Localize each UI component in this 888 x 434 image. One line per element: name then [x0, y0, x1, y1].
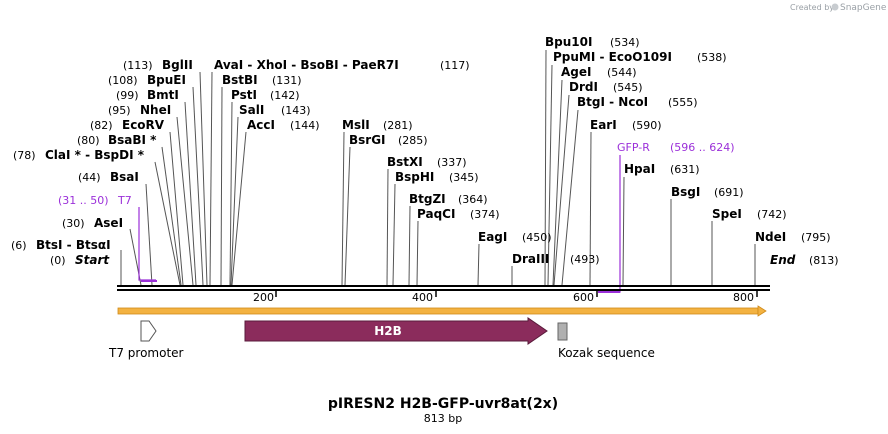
site-bmti[interactable]: BmtI — [147, 88, 179, 102]
site-bsai[interactable]: BsaI — [110, 170, 139, 184]
site-btsi[interactable]: BtsI - BtsαI — [36, 238, 111, 252]
site-psti[interactable]: PstI — [231, 88, 257, 102]
site-hpai-pos: (631) — [670, 163, 700, 176]
site-eari-pos: (590) — [632, 119, 662, 132]
site-sali[interactable]: SalI — [239, 103, 264, 117]
ruler-label-200: 200 — [253, 291, 274, 304]
site-drdi[interactable]: DrdI — [569, 80, 598, 94]
site-bpuei-pos: (108) — [108, 74, 138, 87]
site-bsgi[interactable]: BsgI — [671, 185, 700, 199]
site-agei-pos: (544) — [607, 66, 637, 79]
primer-t7-pos: (31 .. 50) — [58, 194, 109, 207]
site-avai-pos: (117) — [440, 59, 470, 72]
site-spei-pos: (742) — [757, 208, 787, 221]
brand-name: SnapGene — [840, 3, 887, 13]
site-bsrgi[interactable]: BsrGI — [349, 133, 386, 147]
site-bsabi[interactable]: BsaBI * — [108, 133, 157, 147]
site-avai[interactable]: AvaI - XhoI - BsoBI - PaeR7I — [214, 58, 399, 72]
site-draiii[interactable]: DraIII — [512, 252, 549, 266]
backbone-feature-arrowhead — [757, 305, 767, 317]
h2b-label: H2B — [374, 324, 402, 338]
end-pos: (813) — [809, 254, 839, 267]
map-length: 813 bp — [424, 412, 462, 425]
site-ndei[interactable]: NdeI — [755, 230, 786, 244]
primer-gfp-r-pos: (596 .. 624) — [670, 141, 735, 154]
t7-promoter-arrow[interactable] — [140, 320, 157, 342]
ruler-label-600: 600 — [573, 291, 594, 304]
site-bsrgi-pos: (285) — [398, 134, 428, 147]
site-bglii-pos: (113) — [123, 59, 153, 72]
site-bmti-pos: (99) — [116, 89, 139, 102]
site-eari[interactable]: EarI — [590, 118, 617, 132]
start-label: Start — [75, 253, 110, 267]
site-bsabi-pos: (80) — [77, 134, 100, 147]
primer-gfp-r[interactable]: GFP-R — [617, 141, 650, 154]
primer-t7[interactable]: T7 — [117, 194, 132, 207]
site-bsphi-pos: (345) — [449, 171, 479, 184]
created-by-text: Created by — [790, 3, 834, 12]
site-drdi-pos: (545) — [613, 81, 643, 94]
site-bpuei[interactable]: BpuEI — [147, 73, 186, 87]
site-bstbi[interactable]: BstBI — [222, 73, 258, 87]
site-leader-lines — [120, 49, 756, 286]
ruler-label-800: 800 — [733, 291, 754, 304]
site-acci-pos: (144) — [290, 119, 320, 132]
site-btsi-pos: (6) — [11, 239, 27, 252]
site-clai-pos: (78) — [13, 149, 36, 162]
site-sali-pos: (143) — [281, 104, 311, 117]
site-eagi[interactable]: EagI — [478, 230, 507, 244]
end-label: End — [770, 253, 796, 267]
site-nhei-pos: (95) — [108, 104, 131, 117]
site-ppumi-pos: (538) — [697, 51, 727, 64]
h2b-feature-arrow[interactable] — [244, 317, 548, 345]
site-bpu10i-pos: (534) — [610, 36, 640, 49]
site-eagi-pos: (450) — [522, 231, 552, 244]
ruler-label-400: 400 — [412, 291, 433, 304]
site-ecorv[interactable]: EcoRV — [122, 118, 165, 132]
site-btgzi[interactable]: BtgZI — [409, 192, 446, 206]
site-nhei[interactable]: NheI — [140, 103, 171, 117]
site-btgi[interactable]: BtgI - NcoI — [577, 95, 648, 109]
site-bglii[interactable]: BglII — [162, 58, 193, 72]
site-bstbi-pos: (131) — [272, 74, 302, 87]
site-asei[interactable]: AseI — [94, 216, 123, 230]
site-bsai-pos: (44) — [78, 171, 101, 184]
site-ecorv-pos: (82) — [90, 119, 113, 132]
site-draiii-pos: (493) — [570, 253, 600, 266]
start-pos: (0) — [50, 254, 66, 267]
site-hpai[interactable]: HpaI — [624, 162, 655, 176]
site-spei[interactable]: SpeI — [712, 207, 742, 221]
site-bsgi-pos: (691) — [714, 186, 744, 199]
map-title: pIRESN2 H2B-GFP-uvr8at(2x) — [328, 396, 558, 412]
site-msli-pos: (281) — [383, 119, 413, 132]
site-psti-pos: (142) — [270, 89, 300, 102]
site-msli[interactable]: MslI — [342, 118, 370, 132]
site-agei[interactable]: AgeI — [561, 65, 591, 79]
site-btgzi-pos: (364) — [458, 193, 488, 206]
site-asei-pos: (30) — [62, 217, 85, 230]
site-clai[interactable]: ClaI * - BspDI * — [45, 148, 145, 162]
site-bstxi[interactable]: BstXI — [387, 155, 423, 169]
snapgene-logo-icon — [831, 3, 839, 11]
kozak-label: Kozak sequence — [558, 346, 655, 360]
kozak-feature-box[interactable] — [557, 322, 568, 341]
site-paqci-pos: (374) — [470, 208, 500, 221]
backbone-feature-bar[interactable] — [117, 307, 759, 315]
site-ndei-pos: (795) — [801, 231, 831, 244]
site-bsphi[interactable]: BspHI — [395, 170, 434, 184]
site-btgi-pos: (555) — [668, 96, 698, 109]
site-acci[interactable]: AccI — [247, 118, 275, 132]
site-paqci[interactable]: PaqCI — [417, 207, 455, 221]
t7-promoter-label: T7 promoter — [108, 346, 184, 360]
site-bpu10i[interactable]: Bpu10I — [545, 35, 592, 49]
ruler-ticks — [275, 290, 758, 297]
site-ppumi[interactable]: PpuMI - EcoO109I — [553, 50, 672, 64]
site-bstxi-pos: (337) — [437, 156, 467, 169]
